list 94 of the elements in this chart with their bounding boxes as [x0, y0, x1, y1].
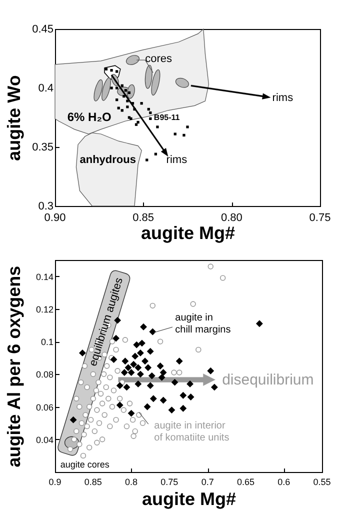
annotation: rims [272, 92, 294, 104]
point [133, 108, 136, 111]
x-tick-label: 0.75 [309, 212, 331, 224]
point [186, 380, 194, 388]
y-axis-title: augite Al per 6 oxygens [4, 266, 24, 468]
point [150, 395, 157, 402]
x-tick-label: 0.80 [220, 212, 242, 224]
y-axis-title: augite Wo [4, 75, 24, 161]
point [136, 120, 140, 124]
point [180, 404, 187, 412]
point [126, 106, 129, 108]
point [186, 126, 189, 128]
point [171, 378, 178, 386]
point [124, 364, 132, 372]
point [116, 382, 124, 390]
point [146, 348, 154, 355]
point [256, 320, 263, 328]
annotation: B95-11 [154, 113, 180, 122]
point [123, 384, 130, 391]
series-label: augite in interior of komatiite units [154, 420, 230, 444]
point [144, 403, 151, 410]
point [110, 68, 113, 72]
point [146, 382, 154, 390]
point [126, 100, 129, 102]
y-tick-label: 0.45 [32, 24, 54, 36]
x-tick-label: 0.85 [84, 477, 102, 487]
y-tick-label: 0.1 [40, 337, 54, 348]
x-tick-label: 0.90 [44, 212, 66, 224]
annotation: cores [145, 53, 172, 66]
point [116, 402, 124, 409]
y-tick-label: 0.3 [38, 200, 54, 212]
x-tick-label: 0.7 [201, 477, 214, 487]
point [210, 384, 218, 391]
point [180, 392, 187, 399]
point [134, 364, 142, 372]
point [187, 394, 194, 400]
point [168, 406, 176, 414]
x-tick-label: 0.75 [160, 477, 178, 487]
y-tick-label: 0.08 [36, 370, 54, 380]
x-tick-label: 0.6 [278, 477, 290, 487]
y-tick-label: 0.04 [36, 434, 54, 445]
point [156, 126, 159, 128]
point [128, 369, 135, 376]
y-tick-label: 0.4 [38, 82, 54, 94]
x-tick-label: 0.9 [48, 477, 62, 487]
point [176, 358, 183, 365]
y-tick-label: 0.35 [32, 142, 54, 154]
point [148, 372, 156, 380]
point [158, 374, 166, 381]
annotation: anhydrous [80, 154, 136, 166]
y-tick-label: 0.12 [36, 304, 54, 314]
x-tick-label: 0.65 [236, 477, 254, 487]
point [142, 358, 148, 365]
point [156, 362, 164, 370]
point [136, 349, 144, 356]
point [120, 369, 128, 376]
point [122, 358, 129, 365]
x-axis-title: augite Mg# [142, 489, 236, 509]
x-tick-label: 0.55 [313, 477, 331, 487]
annotation: rims [166, 154, 188, 166]
annotation: 6% H₂O [67, 110, 112, 124]
annotation: disequilibrium [222, 372, 314, 389]
point [182, 134, 186, 137]
point [207, 367, 214, 374]
annotation: augite cores [60, 459, 110, 470]
point [160, 369, 167, 376]
x-tick-label: 0.85 [132, 212, 154, 224]
point [110, 86, 113, 90]
point [79, 349, 86, 356]
point [128, 410, 135, 417]
point [132, 352, 139, 360]
series-label: augite in chill margins [175, 312, 231, 336]
x-axis-title: augite Mg# [140, 223, 236, 243]
point [134, 380, 142, 388]
point [140, 323, 147, 330]
point [117, 106, 120, 110]
point [116, 86, 118, 90]
point [160, 396, 167, 404]
point [140, 102, 143, 105]
x-tick-label: 0.8 [125, 477, 138, 487]
point [136, 370, 144, 378]
point [114, 316, 122, 324]
point [146, 158, 148, 162]
point [116, 70, 118, 73]
y-tick-label: 0.14 [36, 272, 54, 282]
point [144, 364, 152, 372]
y-tick-label: 0.06 [36, 402, 54, 412]
point [112, 334, 120, 342]
point [130, 360, 138, 368]
point [70, 416, 77, 424]
point [133, 341, 140, 348]
point [138, 340, 146, 347]
point [149, 328, 156, 336]
point [174, 132, 176, 136]
